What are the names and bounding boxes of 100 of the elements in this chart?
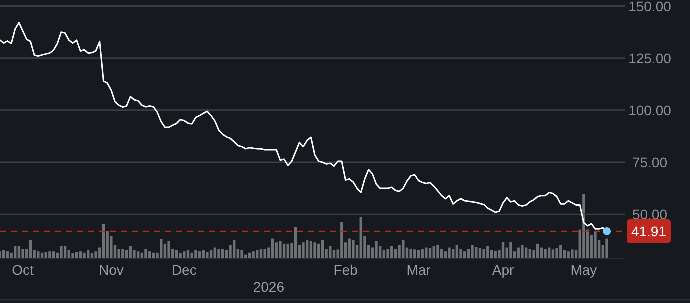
bar xyxy=(432,246,436,258)
bar xyxy=(306,240,309,258)
bar xyxy=(428,248,432,258)
bar xyxy=(321,240,324,258)
bar xyxy=(206,252,209,258)
bar xyxy=(202,250,205,258)
bar xyxy=(279,241,282,258)
bar xyxy=(421,249,424,258)
bar xyxy=(94,252,98,258)
y-tick-label: 150.00 xyxy=(628,0,672,14)
bar xyxy=(448,248,451,258)
bar xyxy=(436,245,440,258)
bar xyxy=(582,194,586,258)
bar xyxy=(133,250,136,258)
bar xyxy=(210,250,213,258)
bar xyxy=(260,249,263,258)
bar xyxy=(548,248,551,258)
bar xyxy=(390,246,394,258)
bar xyxy=(417,250,420,258)
bar xyxy=(64,246,67,258)
bar xyxy=(129,246,132,258)
bar xyxy=(502,242,505,258)
bar xyxy=(144,249,148,258)
x-tick-label: Feb xyxy=(334,262,358,278)
x-tick-label: May xyxy=(570,262,598,278)
x-tick-label: Dec xyxy=(172,262,197,278)
bar xyxy=(233,240,236,258)
bar xyxy=(440,249,444,258)
bar xyxy=(314,242,316,258)
bar xyxy=(460,249,462,258)
bar xyxy=(90,254,94,258)
bar xyxy=(494,250,497,258)
bar xyxy=(140,252,144,258)
y-tick-label: 75.00 xyxy=(632,154,668,170)
bar xyxy=(68,250,70,258)
x-tick-label: 2026 xyxy=(253,279,285,295)
bar xyxy=(302,242,305,258)
bar xyxy=(87,250,90,258)
bar xyxy=(37,252,40,258)
bar xyxy=(214,248,216,258)
bar xyxy=(386,249,390,258)
bar xyxy=(425,248,428,258)
bar xyxy=(118,249,120,258)
x-tick-label: Apr xyxy=(492,262,514,278)
bar xyxy=(6,252,10,258)
y-tick-label: 50.00 xyxy=(632,206,668,223)
bar xyxy=(198,252,202,258)
bar xyxy=(122,249,124,258)
bar xyxy=(22,249,24,258)
bar xyxy=(517,248,520,258)
bar xyxy=(175,250,178,258)
bar xyxy=(75,252,78,258)
bar xyxy=(83,252,86,258)
bar xyxy=(286,244,290,258)
bar xyxy=(60,246,63,258)
y-tick-label: 125.00 xyxy=(628,50,672,66)
bar xyxy=(567,252,570,258)
bar xyxy=(256,250,259,258)
bar xyxy=(402,240,405,258)
bar xyxy=(48,252,52,258)
bar xyxy=(190,252,194,258)
bar xyxy=(102,224,106,258)
bar xyxy=(282,244,286,258)
bar xyxy=(464,252,466,258)
bar xyxy=(294,227,298,258)
bar xyxy=(360,217,362,258)
bar xyxy=(352,240,355,258)
bar xyxy=(136,252,140,258)
bar xyxy=(318,244,320,258)
bar xyxy=(160,239,163,258)
y-tick-label: 100.00 xyxy=(628,102,672,118)
bar xyxy=(194,250,198,258)
bar xyxy=(329,246,332,258)
bar xyxy=(18,246,21,258)
bar xyxy=(467,249,470,258)
bar xyxy=(486,246,490,258)
bar xyxy=(340,222,344,258)
bar xyxy=(52,252,56,258)
bar xyxy=(2,250,6,258)
bar xyxy=(310,241,313,258)
x-tick-label: Mar xyxy=(406,262,432,278)
bar xyxy=(490,250,494,258)
bar xyxy=(594,232,597,258)
bar xyxy=(510,242,512,258)
bar xyxy=(29,240,32,258)
bar xyxy=(556,248,558,258)
bar xyxy=(544,249,547,258)
bar xyxy=(164,244,167,258)
bar xyxy=(275,242,278,258)
bar xyxy=(40,252,44,258)
bar xyxy=(271,238,274,258)
bar xyxy=(183,252,186,258)
bar xyxy=(606,238,608,258)
ref-line-label: 41.91 xyxy=(631,223,667,240)
bar xyxy=(375,241,378,258)
bar xyxy=(221,249,224,258)
bar xyxy=(264,249,266,258)
bar xyxy=(540,248,544,258)
bar xyxy=(332,250,336,258)
bar xyxy=(482,249,486,258)
